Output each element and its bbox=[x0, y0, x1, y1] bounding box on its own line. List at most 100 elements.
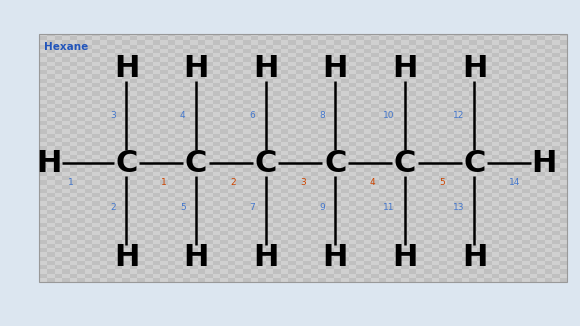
Bar bbox=[356, 34, 364, 36]
Bar bbox=[266, 40, 273, 45]
Bar bbox=[386, 104, 394, 108]
Bar bbox=[439, 91, 447, 96]
Bar bbox=[454, 87, 462, 91]
Bar bbox=[326, 142, 334, 146]
Bar bbox=[492, 193, 499, 197]
Bar bbox=[477, 45, 484, 49]
Bar bbox=[281, 125, 288, 129]
Bar bbox=[77, 261, 85, 265]
Bar bbox=[273, 142, 281, 146]
Bar bbox=[228, 240, 235, 244]
Bar bbox=[432, 79, 439, 83]
Bar bbox=[416, 121, 424, 125]
Bar bbox=[507, 265, 514, 269]
Bar bbox=[168, 176, 175, 180]
Bar bbox=[530, 214, 537, 218]
Bar bbox=[115, 168, 122, 172]
Bar bbox=[371, 117, 379, 121]
Bar bbox=[100, 87, 107, 91]
Bar bbox=[251, 244, 258, 248]
Bar bbox=[334, 261, 341, 265]
Bar bbox=[175, 57, 183, 62]
Bar bbox=[349, 265, 356, 269]
Bar bbox=[454, 218, 462, 223]
Bar bbox=[243, 252, 251, 257]
Bar bbox=[183, 36, 190, 40]
Bar bbox=[168, 252, 175, 257]
Bar bbox=[409, 197, 416, 201]
Bar bbox=[462, 129, 469, 134]
Bar bbox=[190, 112, 198, 117]
Bar bbox=[85, 163, 92, 168]
Bar bbox=[522, 223, 530, 227]
Bar bbox=[432, 231, 439, 235]
Bar bbox=[469, 108, 477, 112]
Bar bbox=[462, 112, 469, 117]
Bar bbox=[100, 172, 107, 176]
Bar bbox=[168, 36, 175, 40]
Bar bbox=[160, 49, 168, 53]
Bar bbox=[514, 108, 522, 112]
Bar bbox=[462, 218, 469, 223]
Bar bbox=[77, 180, 85, 185]
Bar bbox=[92, 62, 100, 66]
Bar bbox=[296, 49, 303, 53]
Bar bbox=[288, 121, 296, 125]
Bar bbox=[401, 223, 409, 227]
Bar bbox=[537, 70, 545, 74]
Bar bbox=[386, 100, 394, 104]
Bar bbox=[100, 121, 107, 125]
Bar bbox=[258, 235, 266, 240]
Bar bbox=[424, 121, 432, 125]
Bar bbox=[55, 66, 62, 70]
Bar bbox=[205, 185, 213, 189]
Bar bbox=[85, 129, 92, 134]
Bar bbox=[545, 96, 552, 100]
Bar bbox=[281, 112, 288, 117]
Bar bbox=[530, 176, 537, 180]
Bar bbox=[288, 235, 296, 240]
Bar bbox=[394, 40, 401, 45]
Bar bbox=[424, 34, 432, 36]
Bar bbox=[447, 240, 454, 244]
Bar bbox=[349, 87, 356, 91]
Text: Hexane: Hexane bbox=[44, 42, 88, 52]
Bar bbox=[507, 70, 514, 74]
Bar bbox=[62, 214, 70, 218]
Bar bbox=[386, 248, 394, 252]
Text: 1: 1 bbox=[161, 178, 167, 187]
Bar bbox=[258, 155, 266, 159]
Bar bbox=[235, 252, 243, 257]
Bar bbox=[469, 265, 477, 269]
Bar bbox=[477, 121, 484, 125]
Bar bbox=[160, 91, 168, 96]
Bar bbox=[447, 70, 454, 74]
Bar bbox=[47, 201, 55, 206]
Bar bbox=[228, 83, 235, 87]
Bar bbox=[432, 257, 439, 261]
Bar bbox=[55, 138, 62, 142]
Bar bbox=[409, 129, 416, 134]
Bar bbox=[175, 159, 183, 163]
Bar bbox=[77, 74, 85, 79]
Bar bbox=[55, 168, 62, 172]
Bar bbox=[424, 53, 432, 57]
Bar bbox=[303, 189, 311, 193]
Bar bbox=[530, 274, 537, 278]
Bar bbox=[477, 244, 484, 248]
Bar bbox=[296, 40, 303, 45]
Text: C: C bbox=[463, 149, 485, 177]
Bar bbox=[454, 227, 462, 231]
Bar bbox=[258, 34, 266, 36]
Bar bbox=[266, 210, 273, 214]
Bar bbox=[356, 159, 364, 163]
Bar bbox=[62, 121, 70, 125]
Bar bbox=[552, 257, 560, 261]
Bar bbox=[213, 79, 220, 83]
Bar bbox=[153, 96, 160, 100]
Bar bbox=[183, 104, 190, 108]
Bar bbox=[266, 87, 273, 91]
Bar bbox=[183, 151, 190, 155]
Bar bbox=[130, 159, 137, 163]
Bar bbox=[499, 62, 507, 66]
